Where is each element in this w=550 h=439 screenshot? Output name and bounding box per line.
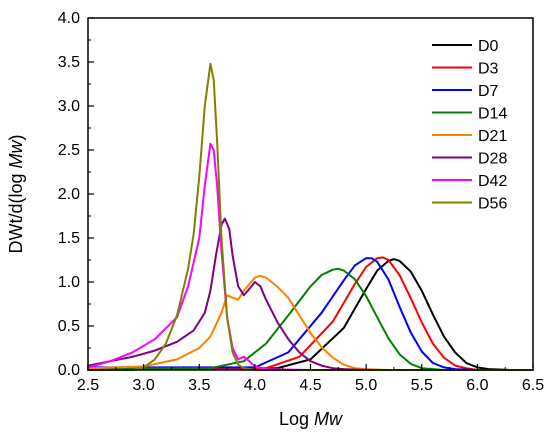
x-tick-label: 4.0	[244, 377, 266, 394]
x-tick-label: 3.0	[133, 377, 155, 394]
y-tick-label: 3.0	[58, 98, 80, 115]
series-line-d3	[87, 256, 534, 371]
x-tick-label: 6.0	[466, 377, 488, 394]
series-line-d21	[87, 274, 534, 371]
y-axis-ticks: 0.0 0.5 1.0 1.5 2.0 2.5 3.0 3.5 4.0	[58, 10, 94, 379]
series-line-d28	[87, 217, 534, 371]
x-tick-label: 6.5	[522, 377, 544, 394]
x-tick-label: 4.5	[299, 377, 321, 394]
plot-area: 2.5 3.0 3.5 4.0 4.5 5.0 5.5 6.0 6.5 0.0 0.5 1.0 1.5…	[58, 10, 544, 394]
legend-label-d14: D14	[478, 106, 507, 123]
series-line-d7	[87, 257, 534, 371]
legend-label-d3: D3	[478, 61, 499, 78]
legend-label-d0: D0	[478, 38, 499, 55]
series-line-d0	[87, 258, 534, 371]
plot-frame	[87, 17, 534, 371]
legend: D0 D3 D7 D14 D21 D28 D42 D56	[432, 38, 507, 213]
series-line-d56	[87, 62, 534, 371]
series-line-d14	[87, 267, 534, 371]
x-tick-label: 5.5	[411, 377, 433, 394]
y-tick-label: 1.0	[58, 274, 80, 291]
x-axis-title: Log Mw	[279, 409, 343, 429]
y-tick-label: 3.5	[58, 54, 80, 71]
y-tick-label: 2.5	[58, 142, 80, 159]
legend-label-d42: D42	[478, 173, 507, 190]
legend-label-d28: D28	[478, 151, 507, 168]
x-tick-label: 3.5	[188, 377, 210, 394]
x-axis-ticks: 2.5 3.0 3.5 4.0 4.5 5.0 5.5 6.0 6.5	[77, 364, 544, 394]
series-lines	[87, 62, 534, 371]
legend-label-d56: D56	[478, 196, 507, 213]
legend-label-d21: D21	[478, 128, 507, 145]
y-tick-label: 1.5	[58, 230, 80, 247]
y-tick-label: 4.0	[58, 10, 80, 27]
x-tick-label: 5.0	[355, 377, 377, 394]
series-line-d42	[87, 142, 534, 371]
y-tick-label: 2.0	[58, 186, 80, 203]
y-tick-label: 0.0	[58, 362, 80, 379]
legend-label-d7: D7	[478, 83, 499, 100]
x-tick-label: 2.5	[77, 377, 99, 394]
y-axis-title: DWt/d(log Mw)	[6, 134, 26, 253]
y-tick-label: 0.5	[58, 318, 80, 335]
